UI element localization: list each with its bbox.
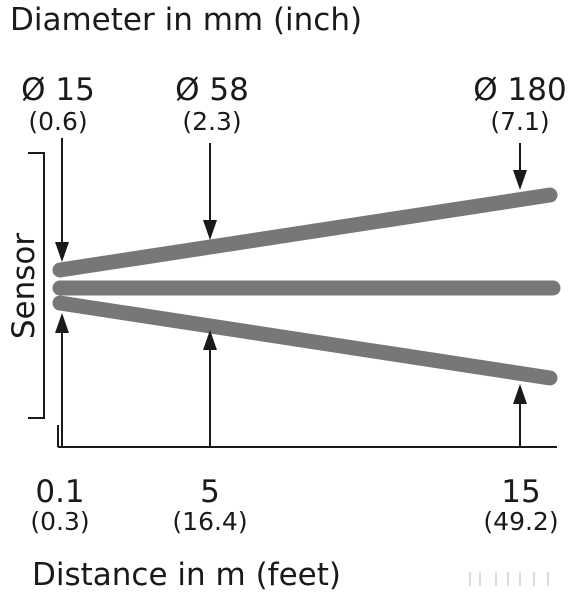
diameter-label-1-sub: (0.6) <box>28 107 87 136</box>
arrow-top-3-head <box>513 170 527 190</box>
arrow-bottom-2-head <box>203 330 217 350</box>
diameter-label-3-sub: (7.1) <box>490 107 549 136</box>
distance-label-3-main: 15 <box>501 474 540 510</box>
arrow-bottom-1-head <box>55 313 69 333</box>
diameter-label-2-sub: (2.3) <box>182 107 241 136</box>
diagram-title: Diameter in mm (inch) <box>10 2 362 38</box>
sensor-bracket <box>28 152 45 419</box>
distance-label-1-sub: (0.3) <box>30 507 89 536</box>
watermark-glyphs <box>469 572 549 586</box>
distance-label-2-sub: (16.4) <box>172 507 247 536</box>
distance-axis-title: Distance in m (feet) <box>32 557 341 593</box>
distance-label-3-sub: (49.2) <box>483 507 558 536</box>
sensor-label: Sensor <box>6 233 42 340</box>
beam-upper-edge <box>52 187 558 278</box>
distance-label-2-main: 5 <box>200 474 220 510</box>
diameter-label-1-main: Ø 15 <box>21 72 95 108</box>
arrow-top-1-head <box>55 242 69 262</box>
distance-label-1-main: 0.1 <box>35 474 84 510</box>
arrow-top-2-head <box>203 220 217 240</box>
beam-lower-edge <box>52 295 558 386</box>
diameter-label-2-main: Ø 58 <box>175 72 249 108</box>
diameter-label-3-main: Ø 180 <box>473 72 566 108</box>
arrow-bottom-3-head <box>513 384 527 404</box>
